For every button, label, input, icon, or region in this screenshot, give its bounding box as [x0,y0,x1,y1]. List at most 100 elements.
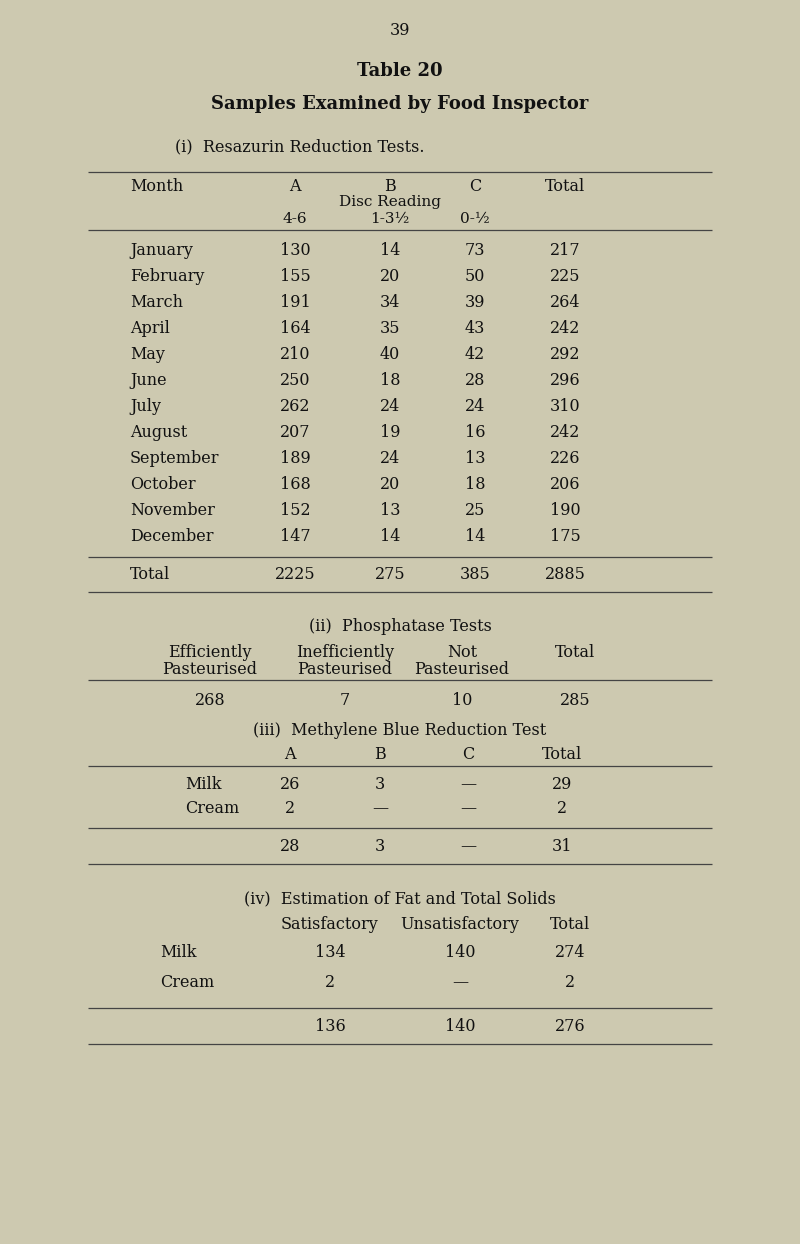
Text: Milk: Milk [185,776,222,792]
Text: 147: 147 [280,527,310,545]
Text: 13: 13 [465,450,486,466]
Text: 130: 130 [280,243,310,259]
Text: 274: 274 [554,944,586,962]
Text: Cream: Cream [160,974,214,991]
Text: 190: 190 [550,503,580,519]
Text: Satisfactory: Satisfactory [281,916,379,933]
Text: 73: 73 [465,243,486,259]
Text: 207: 207 [280,424,310,442]
Text: 7: 7 [340,692,350,709]
Text: 189: 189 [280,450,310,466]
Text: 14: 14 [380,527,400,545]
Text: 2: 2 [557,800,567,817]
Text: February: February [130,267,204,285]
Text: (iii)  Methylene Blue Reduction Test: (iii) Methylene Blue Reduction Test [254,722,546,739]
Text: 242: 242 [550,320,580,337]
Text: July: July [130,398,161,415]
Text: 292: 292 [550,346,580,363]
Text: Inefficiently: Inefficiently [296,644,394,661]
Text: 2: 2 [285,800,295,817]
Text: —: — [372,800,388,817]
Text: 24: 24 [380,398,400,415]
Text: Pasteurised: Pasteurised [162,661,258,678]
Text: Month: Month [130,178,183,195]
Text: (ii)  Phosphatase Tests: (ii) Phosphatase Tests [309,618,491,634]
Text: —: — [460,838,476,855]
Text: 385: 385 [460,566,490,583]
Text: 164: 164 [280,320,310,337]
Text: 296: 296 [550,372,580,389]
Text: 264: 264 [550,294,580,311]
Text: 1-3½: 1-3½ [370,211,410,226]
Text: B: B [374,746,386,763]
Text: 2885: 2885 [545,566,586,583]
Text: 191: 191 [280,294,310,311]
Text: 16: 16 [465,424,486,442]
Text: 210: 210 [280,346,310,363]
Text: C: C [469,178,481,195]
Text: 310: 310 [550,398,580,415]
Text: January: January [130,243,193,259]
Text: 28: 28 [280,838,300,855]
Text: June: June [130,372,166,389]
Text: 18: 18 [380,372,400,389]
Text: 206: 206 [550,476,580,493]
Text: A: A [284,746,296,763]
Text: 226: 226 [550,450,580,466]
Text: April: April [130,320,170,337]
Text: 136: 136 [314,1018,346,1035]
Text: (i)  Resazurin Reduction Tests.: (i) Resazurin Reduction Tests. [175,138,425,156]
Text: 2: 2 [565,974,575,991]
Text: December: December [130,527,214,545]
Text: Total: Total [545,178,585,195]
Text: 24: 24 [465,398,485,415]
Text: 43: 43 [465,320,485,337]
Text: 19: 19 [380,424,400,442]
Text: Table 20: Table 20 [357,62,443,80]
Text: Unsatisfactory: Unsatisfactory [401,916,519,933]
Text: 155: 155 [280,267,310,285]
Text: 28: 28 [465,372,485,389]
Text: —: — [460,776,476,792]
Text: 3: 3 [375,776,385,792]
Text: Total: Total [550,916,590,933]
Text: 225: 225 [550,267,580,285]
Text: 39: 39 [390,22,410,39]
Text: September: September [130,450,219,466]
Text: 29: 29 [552,776,572,792]
Text: 2: 2 [325,974,335,991]
Text: 13: 13 [380,503,400,519]
Text: 26: 26 [280,776,300,792]
Text: 20: 20 [380,476,400,493]
Text: A: A [290,178,301,195]
Text: Total: Total [542,746,582,763]
Text: 18: 18 [465,476,486,493]
Text: Efficiently: Efficiently [168,644,252,661]
Text: 140: 140 [445,944,475,962]
Text: Pasteurised: Pasteurised [298,661,393,678]
Text: 0-½: 0-½ [460,211,490,226]
Text: 140: 140 [445,1018,475,1035]
Text: 34: 34 [380,294,400,311]
Text: 250: 250 [280,372,310,389]
Text: 152: 152 [280,503,310,519]
Text: Cream: Cream [185,800,239,817]
Text: 275: 275 [374,566,406,583]
Text: 39: 39 [465,294,486,311]
Text: 25: 25 [465,503,485,519]
Text: 40: 40 [380,346,400,363]
Text: 14: 14 [465,527,485,545]
Text: Samples Examined by Food Inspector: Samples Examined by Food Inspector [211,95,589,113]
Text: 20: 20 [380,267,400,285]
Text: 262: 262 [280,398,310,415]
Text: 4-6: 4-6 [282,211,307,226]
Text: 276: 276 [554,1018,586,1035]
Text: —: — [452,974,468,991]
Text: May: May [130,346,165,363]
Text: 10: 10 [452,692,472,709]
Text: 2225: 2225 [274,566,315,583]
Text: (iv)  Estimation of Fat and Total Solids: (iv) Estimation of Fat and Total Solids [244,889,556,907]
Text: 24: 24 [380,450,400,466]
Text: —: — [460,800,476,817]
Text: 175: 175 [550,527,580,545]
